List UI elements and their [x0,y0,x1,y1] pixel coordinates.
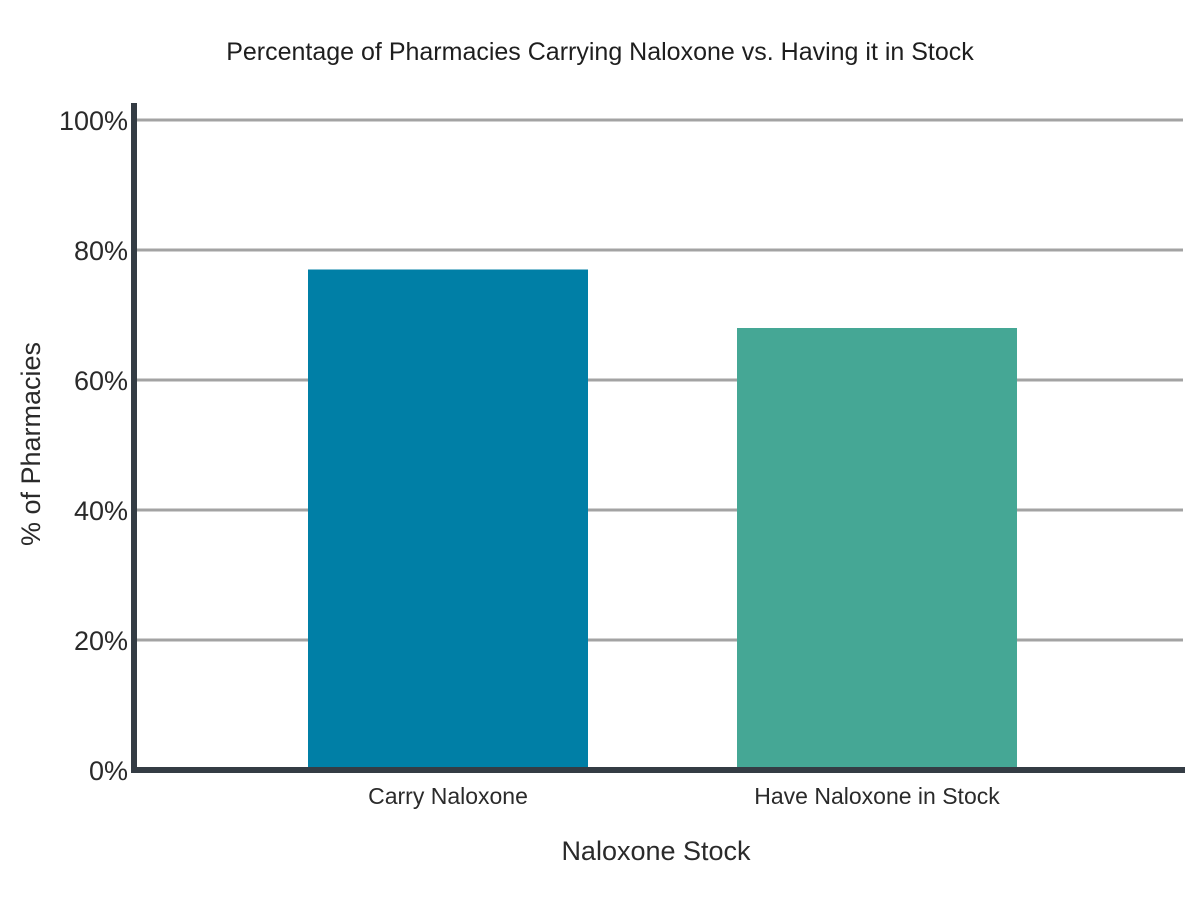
x-category-labels: Carry Naloxone Have Naloxone in Stock [368,783,1000,809]
bars [308,269,1017,770]
y-tick-label-20: 20% [74,626,128,656]
x-tick-label-carry-naloxone: Carry Naloxone [368,783,528,809]
chart-title: Percentage of Pharmacies Carrying Naloxo… [226,38,974,66]
bar-carry-naloxone [308,269,588,770]
y-tick-labels: 0% 20% 40% 60% 80% 100% [59,106,128,786]
y-tick-label-100: 100% [59,106,128,136]
y-tick-label-0: 0% [89,756,128,786]
y-tick-label-40: 40% [74,496,128,526]
axes [131,103,1185,773]
y-tick-label-60: 60% [74,366,128,396]
gridlines [134,118,1183,642]
bar-have-naloxone-in-stock [737,328,1017,770]
x-axis-title: Naloxone Stock [561,836,751,866]
y-tick-label-80: 80% [74,236,128,266]
y-axis-title: % of Pharmacies [16,342,46,546]
x-tick-label-have-naloxone-in-stock: Have Naloxone in Stock [754,783,1000,809]
